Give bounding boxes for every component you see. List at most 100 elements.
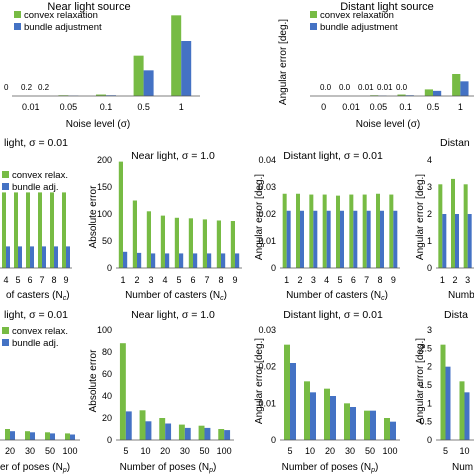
bar-bundle — [350, 407, 356, 440]
y-tick-label: 4 — [427, 155, 432, 165]
x-tick-label: 9 — [391, 275, 396, 285]
data-label: 0.01 — [358, 83, 374, 92]
x-tick-label: 30 — [345, 446, 355, 456]
x-tick-label: 6 — [27, 275, 32, 285]
x-tick-label: 4 — [3, 275, 8, 285]
bar-bundle — [181, 41, 192, 96]
bar-convex — [376, 193, 380, 268]
bar-bundle — [50, 433, 55, 440]
bar-bundle — [204, 427, 211, 440]
y-tick-label: 50 — [102, 236, 112, 246]
bar-bundle — [193, 253, 198, 268]
chart-distant-poses-partial: Dista Angular error [deg.] Num 0 0.5 1 1.5 2… — [415, 309, 474, 473]
x-tick-label: 30 — [25, 446, 35, 456]
y-tick-label: 0.5 — [419, 417, 432, 427]
x-axis-label: er of poses (Np) — [0, 462, 70, 474]
bar-convex — [362, 194, 367, 268]
bar-convex — [159, 418, 166, 440]
y-tick-label: 0.01 — [258, 398, 276, 408]
chart-title: Distant light, σ = 0.01 — [283, 309, 383, 321]
chart-title: Dista — [444, 309, 468, 321]
bar-convex — [178, 424, 185, 440]
x-tick-label: 5 — [123, 446, 128, 456]
y-axis-label: Angular error [deg.] — [415, 174, 426, 260]
chart-title: Near light, σ = 1.0 — [131, 309, 215, 321]
bar-convex — [296, 193, 300, 268]
y-axis-label: Angular error [deg.] — [278, 19, 289, 105]
x-axis-label: Number of casters (Nc) — [286, 290, 388, 302]
x-tick-label: 1 — [440, 275, 445, 285]
bar-bundle — [313, 210, 318, 268]
bar-convex — [96, 94, 106, 96]
y-tick-label: 0.03 — [258, 325, 276, 335]
bar-convex — [188, 218, 193, 268]
bar-convex — [459, 381, 465, 440]
x-tick-label: 6 — [351, 275, 356, 285]
bar-convex — [198, 425, 205, 440]
y-tick-label: 0 — [107, 263, 112, 273]
x-tick-label: 8 — [218, 275, 223, 285]
x-tick-label: 4 — [162, 275, 167, 285]
y-tick-label: 150 — [97, 182, 112, 192]
y-tick-label: 0 — [427, 263, 432, 273]
bar-convex — [451, 178, 455, 268]
chart-distant-casters: Distant light, σ = 0.01 Angular error [d… — [254, 150, 400, 302]
x-tick-label: 9 — [63, 275, 68, 285]
x-tick-label: 20 — [160, 446, 170, 456]
legend-label: bundle adjustment — [320, 22, 398, 33]
bar-convex — [309, 194, 314, 268]
y-axis-label: Angular error [deg.] — [254, 174, 265, 260]
bar-convex — [5, 429, 10, 440]
bar-bundle — [30, 432, 35, 440]
y-axis-label: Angular error [deg.] — [415, 338, 426, 424]
bar-bundle — [390, 421, 396, 440]
x-tick-label: 4 — [324, 275, 329, 285]
x-axis-label: Number of poses (Np) — [282, 462, 379, 474]
x-tick-label: 7 — [39, 275, 44, 285]
bar-bundle — [224, 430, 231, 440]
x-axis-label: Noise level (σ) — [66, 119, 131, 130]
x-tick-label: 5 — [15, 275, 20, 285]
x-tick-label: 20 — [5, 446, 15, 456]
y-tick-label: 2 — [427, 362, 432, 372]
bar-convex — [336, 195, 340, 268]
y-tick-label: 0.03 — [258, 182, 276, 192]
x-tick-label: 0.01 — [22, 102, 40, 112]
bar-convex — [174, 217, 179, 268]
y-tick-label: 20 — [102, 413, 112, 423]
x-tick-label: 2 — [452, 275, 457, 285]
y-tick-label: 200 — [97, 155, 112, 165]
x-tick-label: 7 — [204, 275, 209, 285]
x-axis-label: Num — [452, 462, 473, 473]
x-tick-label: 100 — [217, 446, 232, 456]
x-tick-label: 8 — [377, 275, 382, 285]
x-tick-label: 30 — [180, 446, 190, 456]
bar-convex — [452, 74, 461, 96]
bar-convex — [132, 200, 137, 268]
x-tick-label: 5 — [443, 446, 448, 456]
y-tick-label: 0.02 — [258, 362, 276, 372]
bar-convex — [463, 184, 468, 268]
bar-convex — [202, 219, 207, 268]
chart-title: Near light, σ = 1.0 — [131, 150, 215, 162]
data-label: 0.0 — [320, 83, 332, 92]
legend-label: convex relaxation — [24, 10, 98, 21]
x-tick-label: 0 — [321, 102, 326, 112]
bar-bundle — [445, 366, 451, 440]
x-tick-label: 8 — [51, 275, 56, 285]
bar-bundle — [207, 253, 212, 268]
bar-bundle — [6, 246, 10, 268]
legend-label: convex relax. — [12, 326, 68, 337]
chart-title: Distant light, σ = 0.01 — [283, 150, 383, 162]
chart-title: Near light source — [47, 1, 130, 13]
bar-convex — [322, 194, 327, 268]
bar-bundle — [10, 431, 15, 440]
y-tick-label: 0.04 — [258, 155, 276, 165]
bar-bundle — [380, 210, 384, 268]
x-tick-label: 1 — [179, 102, 184, 112]
bar-bundle — [143, 70, 154, 96]
x-tick-label: 0.1 — [100, 102, 113, 112]
data-label: 0.01 — [377, 83, 393, 92]
bar-convex — [160, 215, 165, 268]
